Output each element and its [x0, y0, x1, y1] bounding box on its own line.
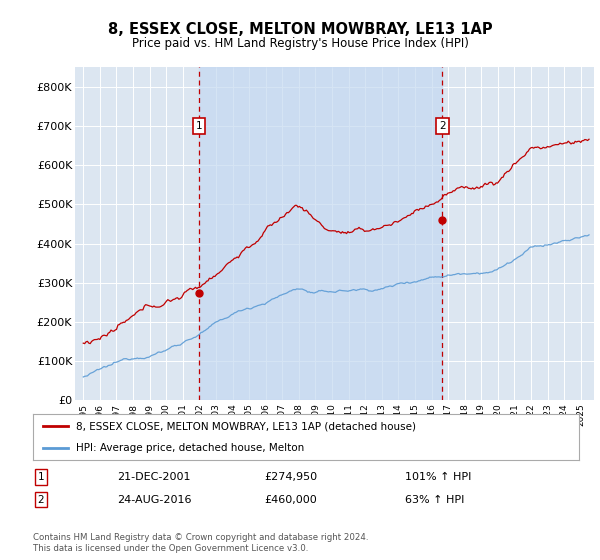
- Text: HPI: Average price, detached house, Melton: HPI: Average price, detached house, Melt…: [76, 444, 304, 454]
- Text: £274,950: £274,950: [264, 472, 317, 482]
- Text: 8, ESSEX CLOSE, MELTON MOWBRAY, LE13 1AP (detached house): 8, ESSEX CLOSE, MELTON MOWBRAY, LE13 1AP…: [76, 421, 416, 431]
- Text: 8, ESSEX CLOSE, MELTON MOWBRAY, LE13 1AP: 8, ESSEX CLOSE, MELTON MOWBRAY, LE13 1AP: [107, 22, 493, 38]
- Text: 2: 2: [37, 494, 44, 505]
- Text: 1: 1: [37, 472, 44, 482]
- Text: 24-AUG-2016: 24-AUG-2016: [117, 494, 191, 505]
- Text: 63% ↑ HPI: 63% ↑ HPI: [405, 494, 464, 505]
- Text: 101% ↑ HPI: 101% ↑ HPI: [405, 472, 472, 482]
- Text: Contains HM Land Registry data © Crown copyright and database right 2024.
This d: Contains HM Land Registry data © Crown c…: [33, 533, 368, 553]
- Text: 21-DEC-2001: 21-DEC-2001: [117, 472, 191, 482]
- Text: £460,000: £460,000: [264, 494, 317, 505]
- Text: 2: 2: [439, 121, 446, 131]
- Text: Price paid vs. HM Land Registry's House Price Index (HPI): Price paid vs. HM Land Registry's House …: [131, 37, 469, 50]
- Text: 1: 1: [196, 121, 202, 131]
- Bar: [199, 67, 442, 400]
